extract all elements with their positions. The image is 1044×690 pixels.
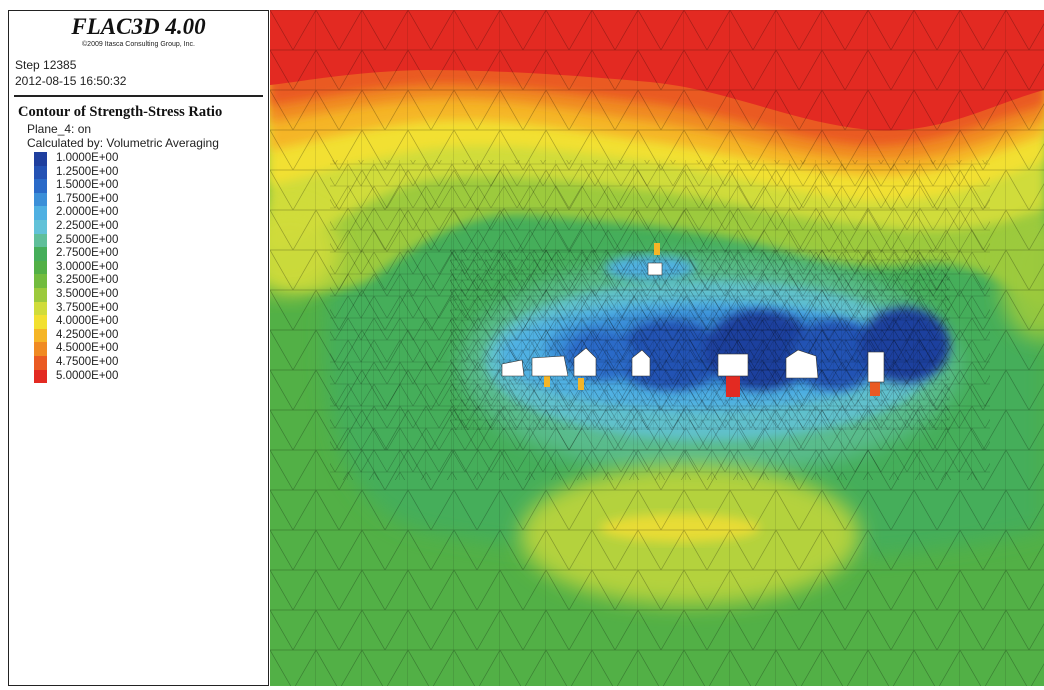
legend-swatch (34, 274, 47, 288)
excavation (531, 355, 569, 377)
excavation (717, 353, 749, 377)
contour-plot-svg (270, 10, 1044, 686)
legend-label: 3.7500E+00 (56, 301, 119, 314)
legend-label: 2.7500E+00 (56, 247, 119, 260)
failure-spot (578, 378, 584, 390)
excavation-upper (647, 262, 663, 276)
software-title: FLAC3D 4.00 (71, 14, 206, 39)
legend-label: 4.0000E+00 (56, 315, 119, 328)
step-label: Step 12385 (15, 58, 77, 72)
legend-label: 1.2500E+00 (56, 165, 119, 178)
excavation (867, 351, 885, 383)
mesh-fine (450, 250, 950, 430)
legend-label: 4.7500E+00 (56, 355, 119, 368)
legend-label: 3.5000E+00 (56, 287, 119, 300)
legend-label: 1.0000E+00 (56, 152, 119, 164)
legend-swatch (34, 165, 47, 180)
failure-spot (654, 243, 660, 255)
legend-swatch (34, 315, 47, 329)
divider (14, 95, 263, 97)
legend-swatch (34, 233, 47, 248)
legend-panel: FLAC3D 4.00 ©2009 Itasca Consulting Grou… (8, 10, 269, 686)
excavation (501, 359, 525, 377)
legend-label: 4.2500E+00 (56, 328, 119, 341)
legend-swatch (34, 219, 47, 234)
timestamp-label: 2012-08-15 16:50:32 (15, 74, 127, 88)
legend-swatch (34, 206, 47, 220)
legend-label: 3.0000E+00 (56, 260, 119, 273)
legend-swatch (34, 179, 47, 193)
legend-swatch (34, 369, 47, 384)
contour-title: Contour of Strength-Stress Ratio (18, 104, 223, 120)
legend-swatch (34, 301, 47, 316)
legend-swatch (34, 247, 47, 261)
legend-swatch (34, 342, 47, 356)
legend-swatch (34, 152, 47, 166)
plane-status: Plane_4: on (27, 122, 92, 136)
contour-plot (270, 10, 1044, 686)
legend-label: 2.5000E+00 (56, 233, 119, 246)
legend-swatch (34, 287, 47, 302)
legend-swatch (34, 355, 47, 370)
legend-label: 5.0000E+00 (56, 369, 119, 382)
calculation-method: Calculated by: Volumetric Averaging (27, 136, 219, 150)
legend-label: 1.5000E+00 (56, 179, 119, 192)
legend-label: 2.0000E+00 (56, 206, 119, 219)
excavation (785, 349, 819, 379)
legend-label: 2.2500E+00 (56, 219, 119, 232)
failure-spot (544, 375, 550, 387)
legend-swatch (34, 328, 47, 343)
legend-swatch (34, 192, 47, 207)
failure-spot (726, 375, 740, 397)
legend-label: 3.2500E+00 (56, 274, 119, 287)
failure-spot (870, 380, 880, 396)
excavation (573, 347, 597, 377)
legend-label: 4.5000E+00 (56, 342, 119, 355)
excavation (631, 349, 651, 377)
legend-label: 1.7500E+00 (56, 192, 119, 205)
legend-swatch (34, 260, 47, 275)
copyright-text: ©2009 Itasca Consulting Group, Inc. (82, 41, 195, 48)
